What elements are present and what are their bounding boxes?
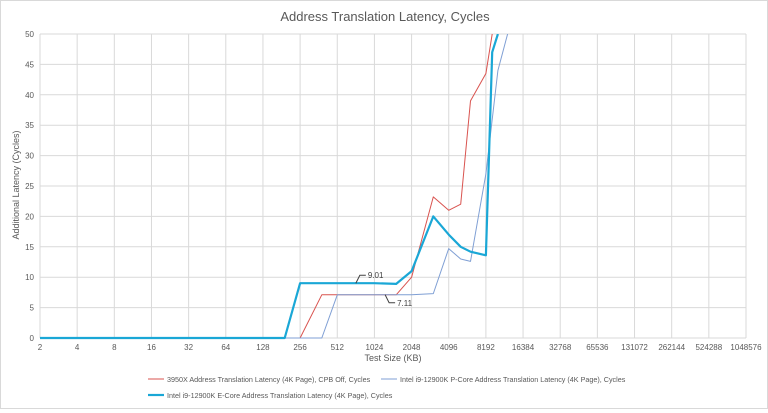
annotations: 9.01 7.11 [355, 271, 413, 308]
y-tick-label: 5 [30, 304, 35, 313]
legend-label: Intel i9-12900K E-Core Address Translati… [167, 391, 393, 400]
y-tick-labels: 0 5 10 15 20 25 30 35 40 45 50 [25, 30, 34, 343]
y-tick-label: 35 [25, 121, 34, 130]
series-line-1 [40, 34, 493, 339]
x-axis-label: Test Size (KB) [364, 353, 421, 363]
x-tick-label: 64 [221, 343, 230, 352]
x-tick-label: 8 [112, 343, 117, 352]
x-tick-label: 4 [75, 343, 80, 352]
x-tick-labels: 2 4 8 16 32 64 128 256 512 1024 2048 4096 8192 16384 3… [38, 343, 762, 352]
x-tick-label: 128 [256, 343, 270, 352]
x-tick-label: 16384 [512, 343, 535, 352]
x-tick-label: 32768 [549, 343, 572, 352]
annotation-label: 9.01 [368, 271, 384, 280]
x-tick-label: 131072 [621, 343, 648, 352]
y-tick-label: 15 [25, 243, 34, 252]
annotation-leader [384, 294, 396, 304]
y-tick-label: 20 [25, 212, 34, 221]
series-line-2 [40, 34, 509, 339]
y-tick-label: 25 [25, 182, 34, 191]
x-tick-label: 65536 [586, 343, 609, 352]
x-tick-label: 2048 [403, 343, 421, 352]
annotation-leader [355, 274, 366, 284]
legend-label: Intel i9-12900K P-Core Address Translati… [400, 375, 626, 384]
x-tick-label: 262144 [658, 343, 685, 352]
x-tick-label: 512 [331, 343, 345, 352]
y-tick-label: 45 [25, 60, 34, 69]
annotation-label: 7.11 [397, 299, 413, 308]
x-tick-label: 8192 [477, 343, 495, 352]
y-tick-label: 40 [25, 91, 34, 100]
legend: 3950X Address Translation Latency (4K Pa… [148, 375, 626, 400]
y-axis-label: Additional Latency (Cycles) [11, 130, 21, 239]
x-tick-label: 4096 [440, 343, 458, 352]
y-tick-label: 0 [30, 334, 35, 343]
x-tick-label: 2 [38, 343, 43, 352]
y-tick-label: 10 [25, 273, 34, 282]
x-tick-label: 1024 [366, 343, 384, 352]
x-tick-label: 16 [147, 343, 156, 352]
x-tick-label: 32 [184, 343, 193, 352]
series-lines [40, 34, 509, 340]
chart-title: Address Translation Latency, Cycles [280, 9, 490, 24]
x-tick-label: 524288 [695, 343, 722, 352]
legend-label: 3950X Address Translation Latency (4K Pa… [167, 375, 371, 384]
gridlines [39, 33, 747, 339]
x-tick-label: 1048576 [730, 343, 762, 352]
y-tick-label: 30 [25, 152, 34, 161]
y-tick-label: 50 [25, 30, 34, 39]
series-line-3 [40, 34, 499, 340]
x-tick-label: 256 [293, 343, 307, 352]
